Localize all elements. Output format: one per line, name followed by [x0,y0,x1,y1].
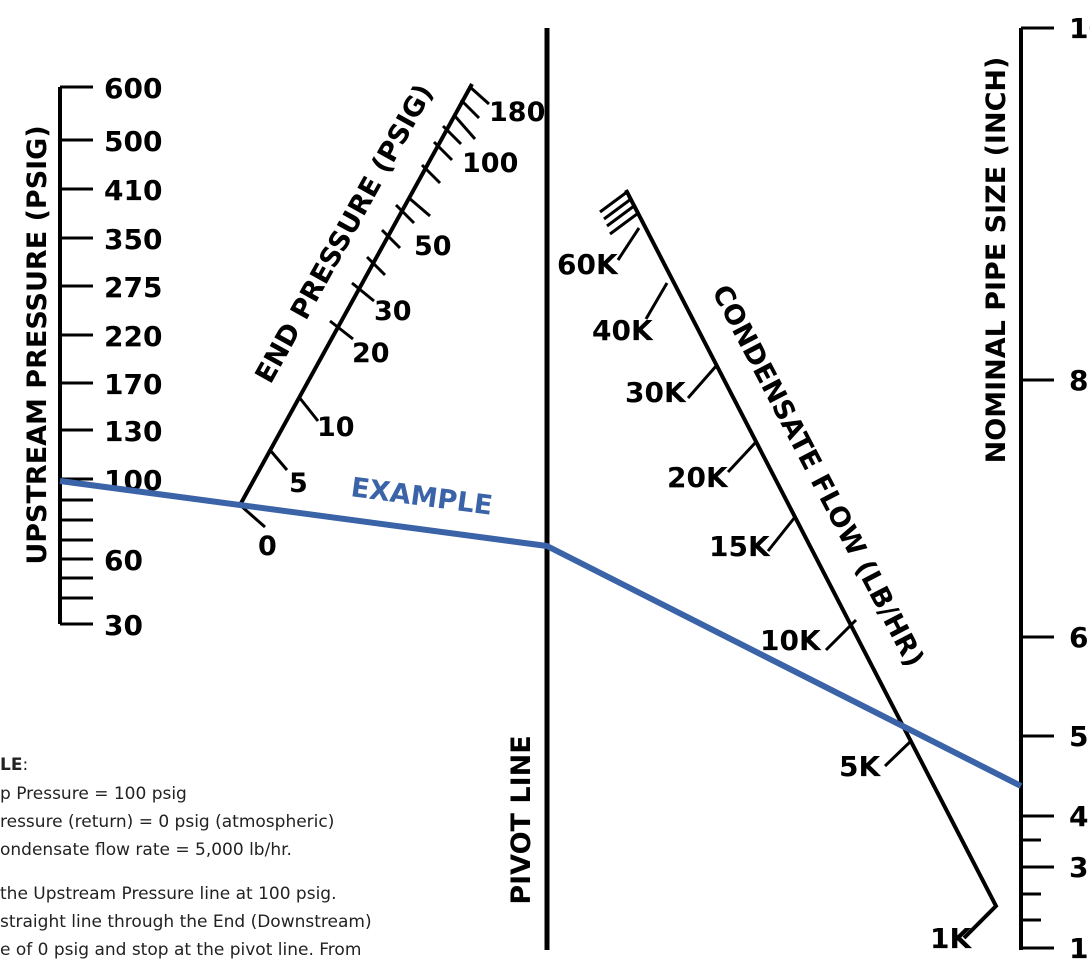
end-pressure-tick-0 [239,503,266,529]
end-pressure-axis-line [238,83,474,506]
end-pressure-tick-20 [329,319,354,341]
flow-tick-5k [883,738,914,768]
end-pressure-minor-tick-3 [394,203,416,225]
flow-minor-tick-3 [606,204,635,228]
example-path-group: EXAMPLE [59,472,1023,789]
pipe-size-ticks [1021,26,1054,950]
upstream-label-30: 30 [104,609,143,642]
flow-tick-10k [824,618,858,652]
end-pressure-minor-tick-4 [420,163,442,185]
flow-tick-60k [616,227,641,261]
end-pressure-label-20: 20 [352,338,390,369]
flow-label-1k: 1K [930,922,972,955]
end-pressure-tick-180 [468,85,491,106]
example-heading-bold: LE [0,755,22,775]
pipe-size-axis-title: NOMINAL PIPE SIZE (INCH) [981,57,1012,464]
example-line-1: p Pressure = 100 psig [0,784,187,804]
flow-axis-line [624,189,999,940]
end-pressure-tick-10 [297,396,320,422]
end-pressure-minor-tick-5 [432,140,454,162]
end-pressure-minor-tick-6 [441,124,463,146]
upstream-label-220: 220 [104,320,162,353]
pipe-size-label-10: 10 [1069,12,1090,45]
end-pressure-label-5: 5 [289,468,308,499]
flow-label-20k: 20K [667,461,729,494]
flow-tick-40k [644,282,669,320]
end-pressure-label-30: 30 [374,296,412,327]
pipe-size-labels: 10 8 6 5 4 3 1 [1069,12,1090,965]
end-pressure-label-100: 100 [462,148,518,179]
flow-label-60k: 60K [557,248,619,281]
flow-minor-tick-4 [609,212,638,236]
end-pressure-tick-30 [351,281,375,303]
flow-axis-title: CONDENSATE FLOW (LB/HR) [705,280,929,672]
end-pressure-tick-5 [268,449,289,471]
pipe-size-label-5: 5 [1069,720,1088,753]
pivot-axis-title: PIVOT LINE [506,735,537,904]
end-pressure-minor-tick-2 [380,228,402,250]
upstream-label-350: 350 [104,223,162,256]
pivot-scale: PIVOT LINE [506,28,550,950]
example-path [59,478,1023,789]
upstream-label-275: 275 [104,271,162,304]
upstream-axis-title: UPSTREAM PRESSURE (PSIG) [22,125,53,564]
end-pressure-tick-50 [408,196,431,218]
flow-scale: 60K 40K 30K 20K 15K 10K 5K 1K CONDENSATE FLOW (… [557,189,999,955]
end-pressure-ticks [239,85,491,529]
pipe-size-label-4: 4 [1069,800,1088,833]
flow-minor-tick-2 [603,197,632,221]
example-line-2: ressure (return) = 0 psig (atmospheric) [0,812,334,832]
flow-label-30k: 30K [625,376,687,409]
flow-label-40k: 40K [592,314,654,347]
flow-tick-15k [766,516,797,552]
upstream-label-410: 410 [104,174,162,207]
pipe-size-label-8: 8 [1069,364,1088,397]
upstream-label-130: 130 [104,415,162,448]
example-explanation: LE: p Pressure = 100 psig ressure (retur… [0,755,372,960]
upstream-label-60: 60 [104,544,143,577]
end-pressure-minor-tick-7 [459,98,481,120]
example-line-5: straight line through the End (Downstrea… [0,912,372,932]
example-line-3: ondensate flow rate = 5,000 lb/hr. [0,840,292,860]
end-pressure-labels: 0 5 10 20 30 50 100 180 [258,97,545,562]
end-pressure-label-10: 10 [317,412,355,443]
upstream-ticks [60,85,93,626]
end-pressure-label-180: 180 [489,97,545,128]
example-heading: LE: [0,755,28,775]
upstream-label-170: 170 [104,368,162,401]
example-line-6: e of 0 psig and stop at the pivot line. … [0,940,361,960]
flow-labels: 60K 40K 30K 20K 15K 10K 5K 1K [557,248,972,955]
end-pressure-label-0: 0 [258,531,277,562]
flow-tick-30k [686,364,719,399]
flow-minor-tick-1 [599,190,628,214]
example-label: EXAMPLE [349,472,494,522]
end-pressure-tick-100 [452,114,477,140]
pipe-size-scale: 10 8 6 5 4 3 1 NOMINAL PIPE SIZE (INCH) [981,12,1090,965]
pipe-size-label-6: 6 [1069,621,1088,654]
upstream-label-600: 600 [104,72,162,105]
flow-ticks [599,190,914,768]
flow-tick-20k [726,440,758,474]
end-pressure-label-50: 50 [414,231,452,262]
end-pressure-axis-title: END PRESSURE (PSIG) [250,79,440,388]
upstream-label-500: 500 [104,125,162,158]
example-line-4: the Upstream Pressure line at 100 psig. [0,884,337,904]
flow-label-15k: 15K [709,530,771,563]
flow-label-10k: 10K [760,624,822,657]
pipe-size-label-3: 3 [1069,851,1088,884]
flow-label-5k: 5K [839,750,881,783]
pipe-size-label-1: 1 [1069,932,1088,961]
example-heading-suffix: : [22,755,28,775]
end-pressure-minor-tick-1 [365,255,387,277]
